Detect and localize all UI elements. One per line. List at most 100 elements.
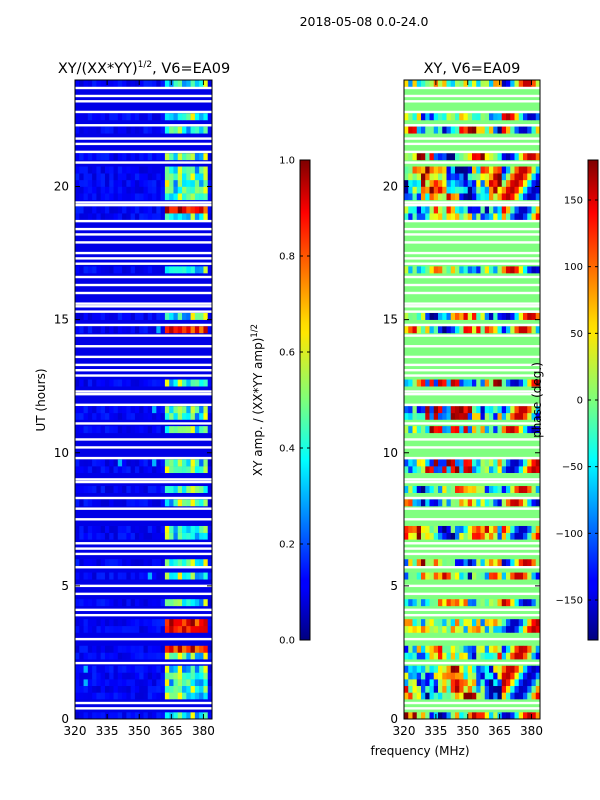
heatmap-cell	[169, 525, 174, 533]
heatmap-cell	[203, 412, 209, 420]
heatmap-cell	[173, 213, 179, 221]
heatmap-cell	[130, 312, 136, 320]
heatmap-cell	[92, 266, 97, 274]
heatmap-cell	[484, 599, 490, 607]
heatmap-cell	[92, 665, 97, 673]
heatmap-cell	[147, 113, 153, 121]
flagged-row	[75, 262, 212, 265]
heatmap-cell	[87, 266, 93, 274]
heatmap-cell	[442, 126, 447, 134]
heatmap-cell	[438, 619, 443, 627]
heatmap-cell	[506, 126, 511, 134]
heatmap-cell	[134, 532, 140, 540]
heatmap-cell	[531, 426, 537, 434]
heatmap-cell	[421, 466, 426, 474]
heatmap-cell	[497, 459, 503, 467]
heatmap-cell	[425, 312, 430, 320]
heatmap-cell	[87, 126, 93, 134]
heatmap-cell	[156, 412, 161, 420]
heatmap-cell	[100, 179, 106, 187]
heatmap-cell	[489, 559, 494, 567]
heatmap-cell	[83, 619, 89, 627]
heatmap-cell	[535, 599, 541, 607]
heatmap-cell	[425, 665, 430, 673]
heatmap-cell	[480, 186, 486, 194]
heatmap-cell	[126, 173, 131, 181]
heatmap-cell	[442, 665, 447, 673]
heatmap-cell	[459, 572, 464, 580]
heatmap-cell	[117, 379, 123, 387]
heatmap-cell	[421, 619, 426, 627]
heatmap-cell	[472, 572, 477, 580]
heatmap-cell	[92, 499, 97, 507]
heatmap-cell	[113, 652, 119, 660]
heatmap-cell	[164, 712, 170, 720]
heatmap-cell	[480, 126, 486, 134]
heatmap-cell	[186, 179, 191, 187]
heatmap-cell	[96, 206, 101, 214]
heatmap-cell	[96, 80, 101, 87]
heatmap-cell	[100, 153, 106, 161]
heatmap-cell	[450, 572, 456, 580]
heatmap-cell	[130, 459, 136, 467]
heatmap-cell	[100, 206, 106, 214]
heatmap-cell	[199, 166, 204, 174]
heatmap-cell	[100, 412, 106, 420]
heatmap-cell	[459, 426, 464, 434]
heatmap-cell	[446, 572, 452, 580]
heatmap-cell	[467, 179, 473, 187]
heatmap-cell	[173, 652, 179, 660]
flagged-row	[75, 302, 212, 305]
heatmap-cell	[527, 379, 532, 387]
x-tick-label: 335	[424, 724, 447, 738]
flagged-row	[75, 323, 212, 327]
heatmap-cell	[450, 266, 456, 274]
heatmap-cell	[130, 665, 136, 673]
heatmap-cell	[109, 712, 114, 720]
heatmap-cell	[446, 266, 452, 274]
flagged-row	[404, 283, 540, 287]
flagged-row	[404, 707, 540, 710]
heatmap-cell	[147, 179, 153, 187]
heatmap-cell	[186, 412, 191, 420]
heatmap-cell	[535, 326, 541, 334]
heatmap-cell	[476, 712, 481, 720]
heatmap-cell	[203, 679, 209, 687]
heatmap-cell	[421, 113, 426, 121]
heatmap-cell	[527, 266, 532, 274]
heatmap-cell	[450, 685, 456, 693]
heatmap-cell	[79, 266, 84, 274]
heatmap-cell	[117, 685, 123, 693]
heatmap-cell	[493, 625, 498, 633]
heatmap-cell	[476, 672, 481, 680]
heatmap-cell	[446, 326, 452, 334]
heatmap-cell	[518, 652, 524, 660]
flagged-row	[75, 613, 212, 617]
heatmap-cell	[412, 193, 418, 201]
heatmap-cell	[484, 665, 490, 673]
heatmap-cell	[169, 206, 174, 214]
heatmap-cell	[117, 213, 123, 221]
heatmap-cell	[194, 173, 200, 181]
heatmap-cell	[194, 466, 200, 474]
heatmap-cell	[139, 266, 144, 274]
heatmap-cell	[518, 126, 524, 134]
heatmap-cell	[83, 645, 89, 653]
heatmap-cell	[438, 166, 443, 174]
heatmap-cell	[194, 712, 200, 720]
heatmap-cell	[514, 665, 520, 673]
heatmap-cell	[484, 645, 490, 653]
heatmap-cell	[169, 665, 174, 673]
heatmap-cell	[79, 153, 84, 161]
heatmap-cell	[139, 179, 144, 187]
amp-colorbar-bar	[299, 159, 311, 641]
heatmap-cell	[408, 379, 413, 387]
heatmap-cell	[109, 326, 114, 334]
heatmap-cell	[480, 679, 486, 687]
heatmap-cell	[203, 126, 209, 134]
heatmap-cell	[104, 312, 110, 320]
heatmap-cell	[429, 206, 435, 214]
heatmap-cell	[113, 486, 119, 493]
heatmap-cell	[467, 486, 473, 493]
heatmap-cell	[510, 379, 515, 387]
